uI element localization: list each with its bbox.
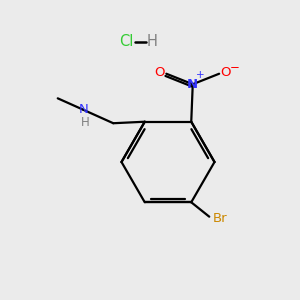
Text: O: O xyxy=(220,66,230,79)
Text: O: O xyxy=(154,66,165,79)
Text: +: + xyxy=(196,70,204,80)
Text: N: N xyxy=(187,78,198,91)
Text: −: − xyxy=(230,61,240,74)
Text: N: N xyxy=(78,103,88,116)
Text: H: H xyxy=(80,116,89,129)
Text: H: H xyxy=(147,34,158,50)
Text: Cl: Cl xyxy=(119,34,133,50)
Text: Br: Br xyxy=(212,212,227,225)
